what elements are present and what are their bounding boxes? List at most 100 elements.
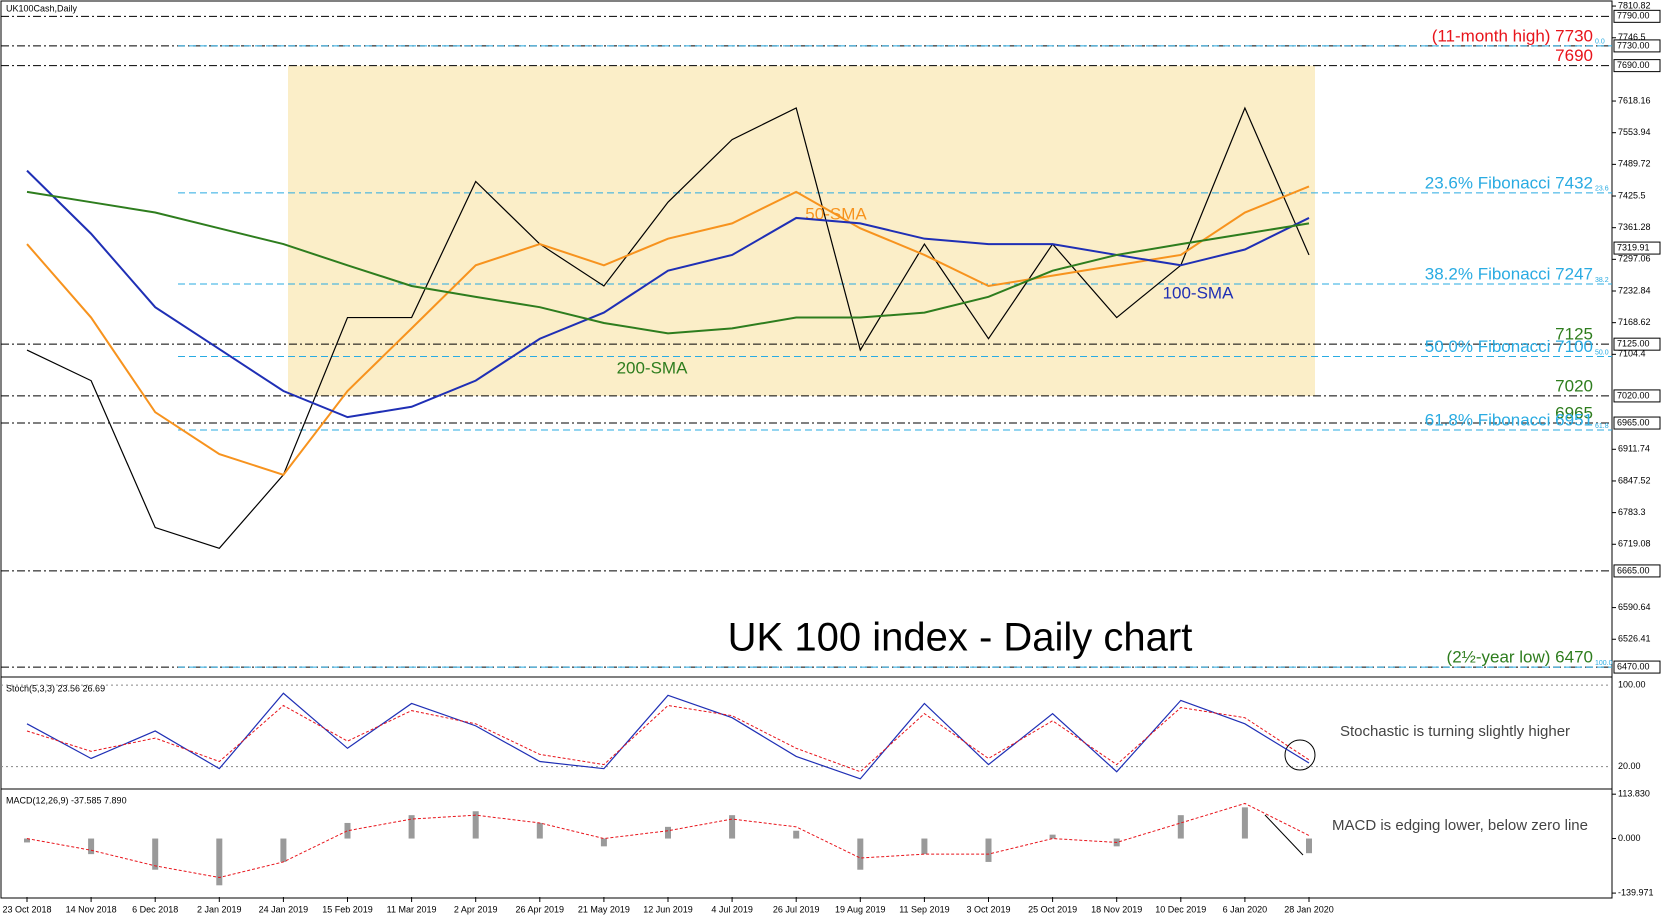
macd-note: MACD is edging lower, below zero line	[1332, 817, 1588, 834]
x-tick-label: 11 Sep 2019	[899, 904, 949, 914]
symbol: UK100Cash,Daily	[6, 3, 78, 13]
level-label: 7730.00	[1617, 40, 1650, 50]
annotation: 23.6% Fibonacci 7432	[1425, 173, 1593, 192]
annotation: (11-month high) 7730	[1432, 26, 1593, 45]
x-tick-label: 25 Oct 2019	[1028, 904, 1077, 914]
last-price-box	[1613, 241, 1661, 255]
y-tick-label: 6719.08	[1618, 539, 1651, 549]
y-tick-label: 6783.3	[1618, 507, 1646, 517]
level-label: 6965.00	[1617, 417, 1650, 427]
y-tick-label: 6590.64	[1618, 602, 1651, 612]
trend-arrow	[1264, 814, 1304, 856]
range-box	[288, 65, 1315, 396]
annotation: 7125	[1555, 325, 1593, 344]
annotation: 7690	[1555, 46, 1593, 65]
last-price-label: 7319.91	[1617, 242, 1650, 252]
level-box	[1613, 337, 1661, 351]
y-tick-label: 100.00	[1618, 679, 1646, 689]
fib-label: 38.2	[1595, 277, 1609, 284]
macd-bar	[88, 838, 95, 855]
macd-bar	[216, 838, 223, 886]
macd-bar	[1306, 838, 1312, 854]
level-box	[1613, 59, 1661, 73]
fib-label: 23.6	[1595, 186, 1609, 193]
x-tick-label: 18 Nov 2019	[1091, 904, 1142, 914]
level-label: 7790.00	[1617, 11, 1650, 21]
level-box	[1613, 389, 1661, 403]
level-label: 6470.00	[1617, 661, 1650, 671]
macd-bar	[793, 830, 800, 839]
sma-line	[26, 190, 1310, 335]
x-tick-label: 10 Dec 2019	[1155, 904, 1206, 914]
fib-label: 50.0	[1595, 349, 1609, 356]
level-box	[1613, 564, 1661, 578]
x-tick-label: 15 Feb 2019	[322, 904, 373, 914]
stoch-note: Stochastic is turning slightly higher	[1340, 723, 1570, 740]
x-tick-label: 6 Dec 2018	[132, 904, 178, 914]
x-tick-label: 19 Aug 2019	[835, 904, 886, 914]
annotation: 61.8% Fibonacci 6951	[1425, 410, 1593, 429]
macd-header: MACD(12,26,9) -37.585 7.890	[6, 795, 127, 805]
x-tick-label: 21 May 2019	[578, 904, 630, 914]
fib-label: 0.0	[1595, 39, 1605, 46]
y-tick-label: 7489.72	[1618, 159, 1651, 169]
macd-bar	[344, 822, 351, 839]
macd-signal	[26, 802, 1310, 879]
macd-bar	[1049, 834, 1056, 839]
macd-bar	[921, 838, 928, 855]
y-tick-label: 20.00	[1618, 761, 1641, 771]
annotation: 7020	[1555, 376, 1593, 395]
macd-bar	[1177, 815, 1184, 839]
highlight-circle	[1284, 739, 1316, 771]
x-tick-label: 3 Oct 2019	[966, 904, 1010, 914]
macd-bar	[536, 822, 543, 839]
stoch-header: Stoch(5,3,3) 23.56 26.69	[6, 683, 105, 693]
sma-line	[26, 185, 1310, 476]
macd-bar	[24, 838, 30, 843]
x-tick-label: 14 Nov 2018	[66, 904, 117, 914]
x-tick-label: 12 Jun 2019	[643, 904, 693, 914]
y-tick-label: 7297.06	[1618, 254, 1651, 264]
y-tick-label: 6911.74	[1618, 444, 1650, 454]
annotation: 50.0% Fibonacci 7100	[1425, 337, 1593, 356]
x-tick-label: 6 Jan 2020	[1223, 904, 1268, 914]
y-tick-label: 7746.5	[1618, 32, 1646, 42]
y-tick-label: 7425.5	[1618, 190, 1646, 200]
annotation: (2½-year low) 6470	[1447, 648, 1593, 667]
y-tick-label: 7810.82	[1618, 0, 1651, 10]
annotation: 38.2% Fibonacci 7247	[1425, 265, 1593, 284]
fib-label: 61.8	[1595, 423, 1609, 430]
chart-title: UK 100 index - Daily chart	[728, 616, 1193, 660]
level-box	[1613, 9, 1661, 23]
macd-bar	[600, 838, 607, 847]
x-tick-label: 4 Jul 2019	[711, 904, 753, 914]
level-label: 7690.00	[1617, 60, 1650, 70]
series-label: 100-SMA	[1163, 283, 1235, 302]
macd-bar	[408, 815, 415, 839]
level-box	[1613, 660, 1661, 674]
level-box	[1613, 416, 1661, 430]
x-tick-label: 24 Jan 2019	[259, 904, 309, 914]
macd-bar	[729, 815, 736, 839]
series-label: 200-SMA	[617, 358, 689, 377]
sma-line	[26, 169, 1310, 419]
y-tick-label: 7232.84	[1618, 285, 1651, 295]
macd-bar	[152, 838, 159, 870]
macd-bar	[665, 826, 671, 839]
x-tick-label: 23 Oct 2018	[2, 904, 51, 914]
y-tick-label: 113.830	[1618, 789, 1650, 799]
y-tick-label: 0.000	[1618, 833, 1641, 843]
x-tick-label: 28 Jan 2020	[1284, 904, 1334, 914]
x-tick-label: 26 Jul 2019	[773, 904, 820, 914]
macd-bar	[472, 811, 479, 839]
y-tick-label: 6526.41	[1618, 634, 1651, 644]
level-label: 6665.00	[1617, 565, 1650, 575]
y-tick-label: -139.971	[1618, 887, 1654, 897]
y-tick-label: 7553.94	[1618, 127, 1651, 137]
macd-bar	[857, 838, 864, 870]
y-tick-label: 7361.28	[1618, 222, 1651, 232]
x-tick-label: 2 Apr 2019	[454, 904, 498, 914]
level-box	[1613, 39, 1661, 53]
y-tick-label: 7168.62	[1618, 317, 1651, 327]
y-tick-label: 6847.52	[1618, 475, 1651, 485]
